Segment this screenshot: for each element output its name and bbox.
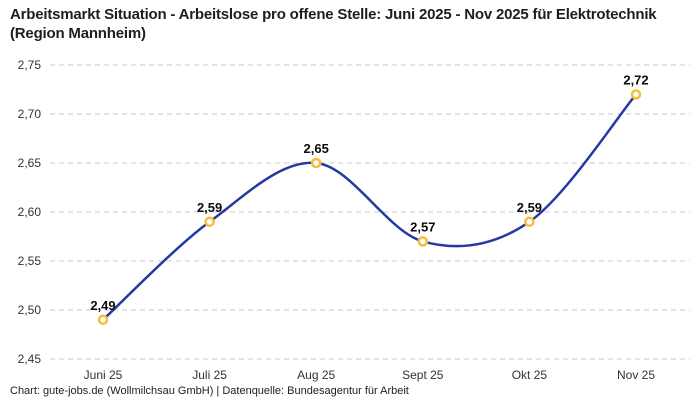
y-tick-label: 2,55 (18, 254, 42, 268)
data-point-label: 2,65 (304, 141, 329, 156)
y-tick-label: 2,50 (18, 303, 42, 317)
chart-credit: Chart: gute-jobs.de (Wollmilchsau GmbH) … (10, 385, 409, 397)
data-point-label: 2,59 (197, 200, 222, 215)
data-point-marker (524, 216, 535, 228)
data-point-marker (204, 216, 215, 228)
x-tick-label: Sept 25 (402, 368, 444, 382)
data-point-marker (630, 89, 642, 100)
x-tick-label: Nov 25 (617, 368, 655, 382)
x-tick-label: Okt 25 (512, 368, 548, 382)
data-point-label: 2,72 (623, 72, 648, 87)
y-tick-label: 2,70 (18, 107, 42, 121)
data-point-marker (417, 236, 429, 247)
chart-title: Arbeitsmarkt Situation - Arbeitslose pro… (10, 6, 657, 42)
x-tick-label: Juni 25 (84, 368, 123, 382)
y-tick-label: 2,60 (18, 205, 42, 219)
data-line (101, 93, 638, 322)
data-point-label: 2,57 (410, 219, 435, 234)
x-tick-label: Aug 25 (297, 368, 335, 382)
y-tick-label: 2,65 (18, 156, 42, 170)
data-point-label: 2,49 (90, 298, 115, 313)
data-point-marker (310, 157, 322, 169)
x-tick-label: Juli 25 (192, 368, 227, 382)
y-tick-label: 2,45 (18, 352, 42, 366)
data-point-marker (97, 314, 109, 326)
data-point-label: 2,59 (517, 200, 542, 215)
y-tick-label: 2,75 (18, 58, 42, 72)
